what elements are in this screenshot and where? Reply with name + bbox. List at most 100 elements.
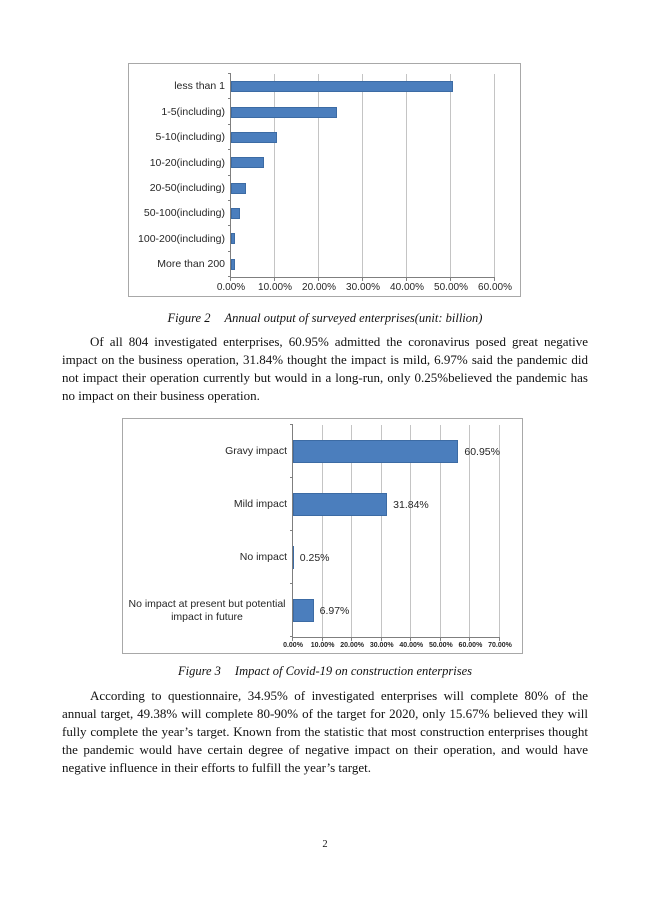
x-tick-label: 50.00%	[428, 642, 453, 649]
x-axis-tick	[380, 638, 382, 641]
category-label: No impact	[239, 551, 287, 564]
bar	[293, 599, 314, 622]
y-axis-tick	[228, 199, 231, 201]
bar	[293, 493, 388, 516]
gridline	[317, 74, 319, 277]
gridline	[410, 425, 412, 637]
bar-row	[231, 176, 495, 201]
y-axis-tick	[228, 149, 231, 151]
x-tick-label: 0.00%	[216, 282, 246, 293]
gridline	[351, 425, 353, 637]
bar-row	[231, 150, 495, 175]
category-label: Mild impact	[233, 498, 287, 511]
category-axis: less than 1 1-5(including) 5-10(including)…	[129, 74, 230, 277]
x-axis-tick	[494, 278, 495, 281]
category-label: 100-200(including)	[138, 232, 225, 245]
bar	[293, 440, 459, 463]
figure2-bar-chart: less than 1 1-5(including) 5-10(including)…	[128, 63, 521, 297]
category-label: 50-100(including)	[143, 207, 225, 220]
gridline	[499, 425, 500, 637]
y-axis-tick	[228, 250, 231, 252]
y-axis-tick	[290, 636, 293, 637]
bar-row	[231, 99, 495, 124]
bar-value-label: 0.25%	[299, 551, 330, 564]
category-label: Gravy impact	[225, 445, 287, 458]
bar	[293, 546, 294, 569]
x-axis-tick	[317, 278, 319, 281]
bar-row	[231, 74, 495, 99]
gridline	[439, 425, 441, 637]
x-axis-tick	[273, 278, 275, 281]
page-number: 2	[322, 839, 328, 850]
category-label: No impact at present but potential impac…	[128, 597, 286, 623]
y-axis-tick	[228, 276, 231, 277]
y-axis-tick	[228, 174, 231, 176]
gridline	[469, 425, 471, 637]
figure2-caption-text: Annual output of surveyed enterprises(un…	[224, 311, 483, 325]
bar-row: 6.97%	[293, 584, 500, 637]
x-tick-label: 20.00%	[302, 282, 336, 293]
x-tick-label: 20.00%	[340, 642, 365, 649]
gridline	[321, 425, 323, 637]
x-tick-label: 30.00%	[346, 282, 380, 293]
bar-value-label: 6.97%	[319, 604, 350, 617]
bar	[231, 233, 236, 245]
bar-row	[231, 252, 495, 277]
gridline	[273, 74, 275, 277]
paragraph-1: Of all 804 investigated enterprises, 60.…	[62, 334, 588, 403]
x-axis-tick	[439, 638, 441, 641]
x-tick-label: 50.00%	[434, 282, 468, 293]
y-axis-tick	[228, 73, 231, 74]
plot-area: 60.95% 31.84% 0.25% 6.97%	[290, 424, 500, 638]
figure2-caption-label: Figure 2	[167, 311, 211, 325]
y-axis-tick	[290, 477, 293, 478]
x-axis-tick	[410, 638, 412, 641]
category-label: less than 1	[174, 80, 225, 93]
bar-row	[231, 125, 495, 150]
category-label: More than 200	[157, 258, 225, 271]
bar-value-label: 31.84%	[393, 498, 429, 511]
x-axis: 0.00% 10.00% 20.00% 30.00% 40.00% 50.00% 60.00…	[283, 638, 512, 655]
x-axis-tick	[351, 638, 353, 641]
category-axis: Gravy impact Mild impact No impact No impac…	[123, 425, 292, 637]
x-tick-label: 40.00%	[390, 282, 424, 293]
bar-row: 0.25%	[293, 531, 500, 584]
y-axis-tick	[228, 123, 231, 125]
bar	[231, 131, 278, 143]
y-axis-tick	[290, 530, 293, 531]
x-axis-tick	[230, 278, 231, 281]
x-axis-tick	[292, 638, 293, 641]
y-axis-tick	[290, 424, 293, 425]
gridline	[450, 74, 451, 277]
x-tick-label: 70.00%	[488, 642, 512, 649]
x-tick-label: 30.00%	[369, 642, 394, 649]
gridline	[494, 74, 495, 277]
bar-row: 31.84%	[293, 478, 500, 531]
category-label: 5-10(including)	[155, 131, 225, 144]
x-axis: 0.00% 10.00% 20.00% 30.00% 40.00% 50.00% 60.00…	[217, 278, 512, 295]
x-axis-tick	[469, 638, 471, 641]
figure3-caption-text: Impact of Covid-19 on construction enter…	[234, 664, 473, 678]
gridline	[405, 74, 407, 277]
bar	[231, 208, 240, 220]
y-axis-tick	[290, 583, 293, 584]
paragraph-2: According to questionnaire, 34.95% of in…	[62, 688, 588, 775]
category-label: 10-20(including)	[149, 156, 225, 169]
figure3-caption: Figure 3 Impact of Covid-19 on constructi…	[0, 664, 650, 679]
plot-area	[228, 73, 495, 278]
figure3-bar-chart: Gravy impact Mild impact No impact No impac…	[122, 418, 523, 654]
x-axis-tick	[405, 278, 407, 281]
figure2-caption: Figure 2 Annual output of surveyed enterp…	[0, 311, 650, 326]
figure3-caption-label: Figure 3	[177, 664, 221, 678]
x-tick-label: 60.00%	[458, 642, 483, 649]
bar-row	[231, 226, 495, 251]
bar-row	[231, 201, 495, 226]
x-axis-tick	[499, 638, 500, 641]
bar	[231, 157, 264, 169]
x-tick-label: 40.00%	[399, 642, 424, 649]
y-axis-tick	[228, 225, 231, 227]
x-axis-tick	[362, 278, 363, 281]
category-label: 20-50(including)	[149, 181, 225, 194]
category-label: 1-5(including)	[161, 105, 225, 118]
